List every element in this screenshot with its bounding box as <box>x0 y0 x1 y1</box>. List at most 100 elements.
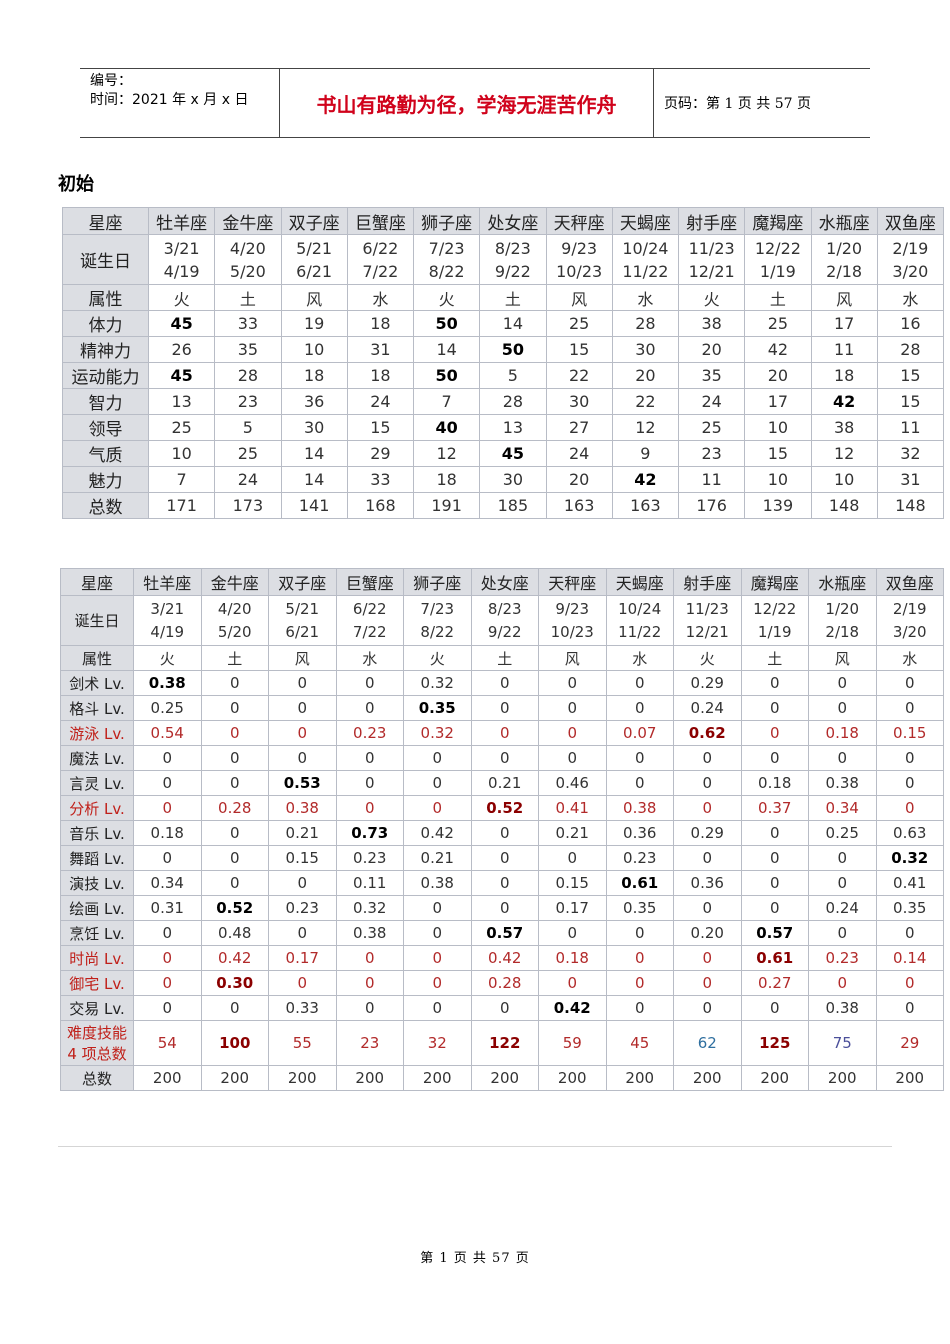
birthdate-row: 诞生日 3/21 4/19 4/20 5/20 5/21 6/21 6/22 7/22 7/23 8… <box>62 234 945 285</box>
value-cell: 30 <box>611 336 680 363</box>
sign-header: 金牛座 <box>200 568 269 596</box>
value-cell: 0.34 <box>133 870 202 896</box>
row-label: 御宅 Lv. <box>60 970 134 996</box>
birthdate-cell: 6/22 7/22 <box>335 595 404 646</box>
element-cell: 土 <box>744 284 812 311</box>
value-cell: 7 <box>147 466 216 493</box>
value-cell: 0 <box>200 670 269 696</box>
skill-row: 分析 Lv. 0 0.28 0.38 0 0 0.52 0.41 0.38 0 0.37 0.34 0 <box>60 795 944 821</box>
date-start: 9/23 <box>561 238 598 258</box>
value-cell: 0.23 <box>605 845 674 871</box>
value-cell: 5 <box>214 414 282 441</box>
element-cell: 土 <box>479 284 547 311</box>
sign-header: 处女座 <box>479 207 547 235</box>
value-cell: 0 <box>875 695 944 721</box>
value-cell: 28 <box>479 388 547 415</box>
value-cell: 0.41 <box>538 795 607 821</box>
value-cell: 18 <box>280 362 348 389</box>
corner-cell: 星座 <box>60 568 134 596</box>
date-end: 7/22 <box>362 261 399 281</box>
date-start: 11/23 <box>688 238 735 258</box>
value-cell: 0.53 <box>268 770 337 796</box>
date-start: 8/23 <box>487 599 522 618</box>
date-end: 9/22 <box>494 261 531 281</box>
value-cell: 18 <box>412 466 481 493</box>
value-cell: 25 <box>545 310 613 337</box>
value-cell: 163 <box>545 492 613 519</box>
value-cell: 31 <box>876 466 945 493</box>
element-cell: 土 <box>200 645 269 671</box>
value-cell: 13 <box>147 388 216 415</box>
element-cell: 风 <box>810 284 878 311</box>
element-cell: 火 <box>673 645 742 671</box>
sign-header: 双子座 <box>280 207 348 235</box>
birthdate-cell: 2/19 3/20 <box>876 234 945 285</box>
birthdate-cell: 11/23 12/21 <box>677 234 746 285</box>
skill-row: 游泳 Lv. 0.54 0 0 0.23 0.32 0 0 0.07 0.62 0 0.18 0.15 <box>60 720 944 746</box>
element-cell: 风 <box>280 284 348 311</box>
data-row: 领导 25 5 30 15 40 13 27 12 25 10 38 11 <box>62 414 945 441</box>
value-cell: 0 <box>808 845 877 871</box>
sign-header: 魔羯座 <box>740 568 809 596</box>
value-cell: 0 <box>740 895 809 921</box>
skill-row: 御宅 Lv. 0 0.30 0 0 0 0.28 0 0 0 0.27 0 0 <box>60 970 944 996</box>
value-cell: 0.42 <box>470 945 539 971</box>
value-cell: 0 <box>538 745 607 771</box>
value-cell: 0.21 <box>470 770 539 796</box>
element-cell: 火 <box>133 645 202 671</box>
value-cell: 0 <box>605 945 674 971</box>
value-cell: 200 <box>133 1065 202 1091</box>
value-cell: 0.23 <box>808 945 877 971</box>
date-start: 3/21 <box>163 238 200 258</box>
value-cell: 24 <box>677 388 746 415</box>
value-cell: 173 <box>214 492 282 519</box>
value-cell: 23 <box>214 388 282 415</box>
value-cell: 0.27 <box>740 970 809 996</box>
value-cell: 100 <box>200 1020 269 1066</box>
value-cell: 0 <box>538 720 607 746</box>
value-cell: 0.46 <box>538 770 607 796</box>
value-cell: 0.25 <box>808 820 877 846</box>
value-cell: 12 <box>810 440 878 467</box>
value-cell: 0 <box>403 745 472 771</box>
date-start: 7/23 <box>428 238 465 258</box>
value-cell: 62 <box>673 1020 742 1066</box>
date-start: 4/20 <box>217 599 252 618</box>
value-cell: 0 <box>335 695 404 721</box>
element-cell: 水 <box>875 645 944 671</box>
value-cell: 10 <box>744 466 812 493</box>
value-cell: 200 <box>740 1065 809 1091</box>
value-cell: 0 <box>875 795 944 821</box>
header-row: 星座 牡羊座 金牛座 双子座 巨蟹座 狮子座 处女座 天秤座 天蝎座 射手座 魔羯座 水瓶座 双鱼座 <box>62 207 945 235</box>
value-cell: 0 <box>605 770 674 796</box>
value-cell: 0.32 <box>403 670 472 696</box>
value-cell: 200 <box>875 1065 944 1091</box>
value-cell: 0.21 <box>538 820 607 846</box>
row-label: 剑术 Lv. <box>60 670 134 696</box>
element-cell: 土 <box>470 645 539 671</box>
value-cell: 0.18 <box>740 770 809 796</box>
value-cell: 0 <box>875 745 944 771</box>
value-cell: 0.42 <box>200 945 269 971</box>
element-row: 属性火土风水火土风水火土风水 <box>62 284 945 311</box>
number-label: 编号： <box>90 73 132 89</box>
element-cell: 火 <box>412 284 481 311</box>
date-end: 3/20 <box>892 261 929 281</box>
date-start: 6/22 <box>362 238 399 258</box>
value-cell: 28 <box>214 362 282 389</box>
value-cell: 0 <box>268 920 337 946</box>
value-cell: 0 <box>133 795 202 821</box>
difficulty-row: 难度技能 4 项总数 54 100 55 23 32 122 59 45 62 125 75 29 <box>60 1020 944 1066</box>
value-cell: 0 <box>875 995 944 1021</box>
sign-header: 魔羯座 <box>744 207 812 235</box>
element-row: 属性火土风水火土风水火土风水 <box>60 645 944 671</box>
value-cell: 0 <box>403 920 472 946</box>
value-cell: 0.35 <box>875 895 944 921</box>
divider <box>58 1146 892 1147</box>
value-cell: 0 <box>740 695 809 721</box>
sign-header: 金牛座 <box>214 207 282 235</box>
value-cell: 22 <box>545 362 613 389</box>
sign-header: 水瓶座 <box>810 207 878 235</box>
value-cell: 0.11 <box>335 870 404 896</box>
skill-row: 交易 Lv. 0 0 0.33 0 0 0 0.42 0 0 0 0.38 0 <box>60 995 944 1021</box>
